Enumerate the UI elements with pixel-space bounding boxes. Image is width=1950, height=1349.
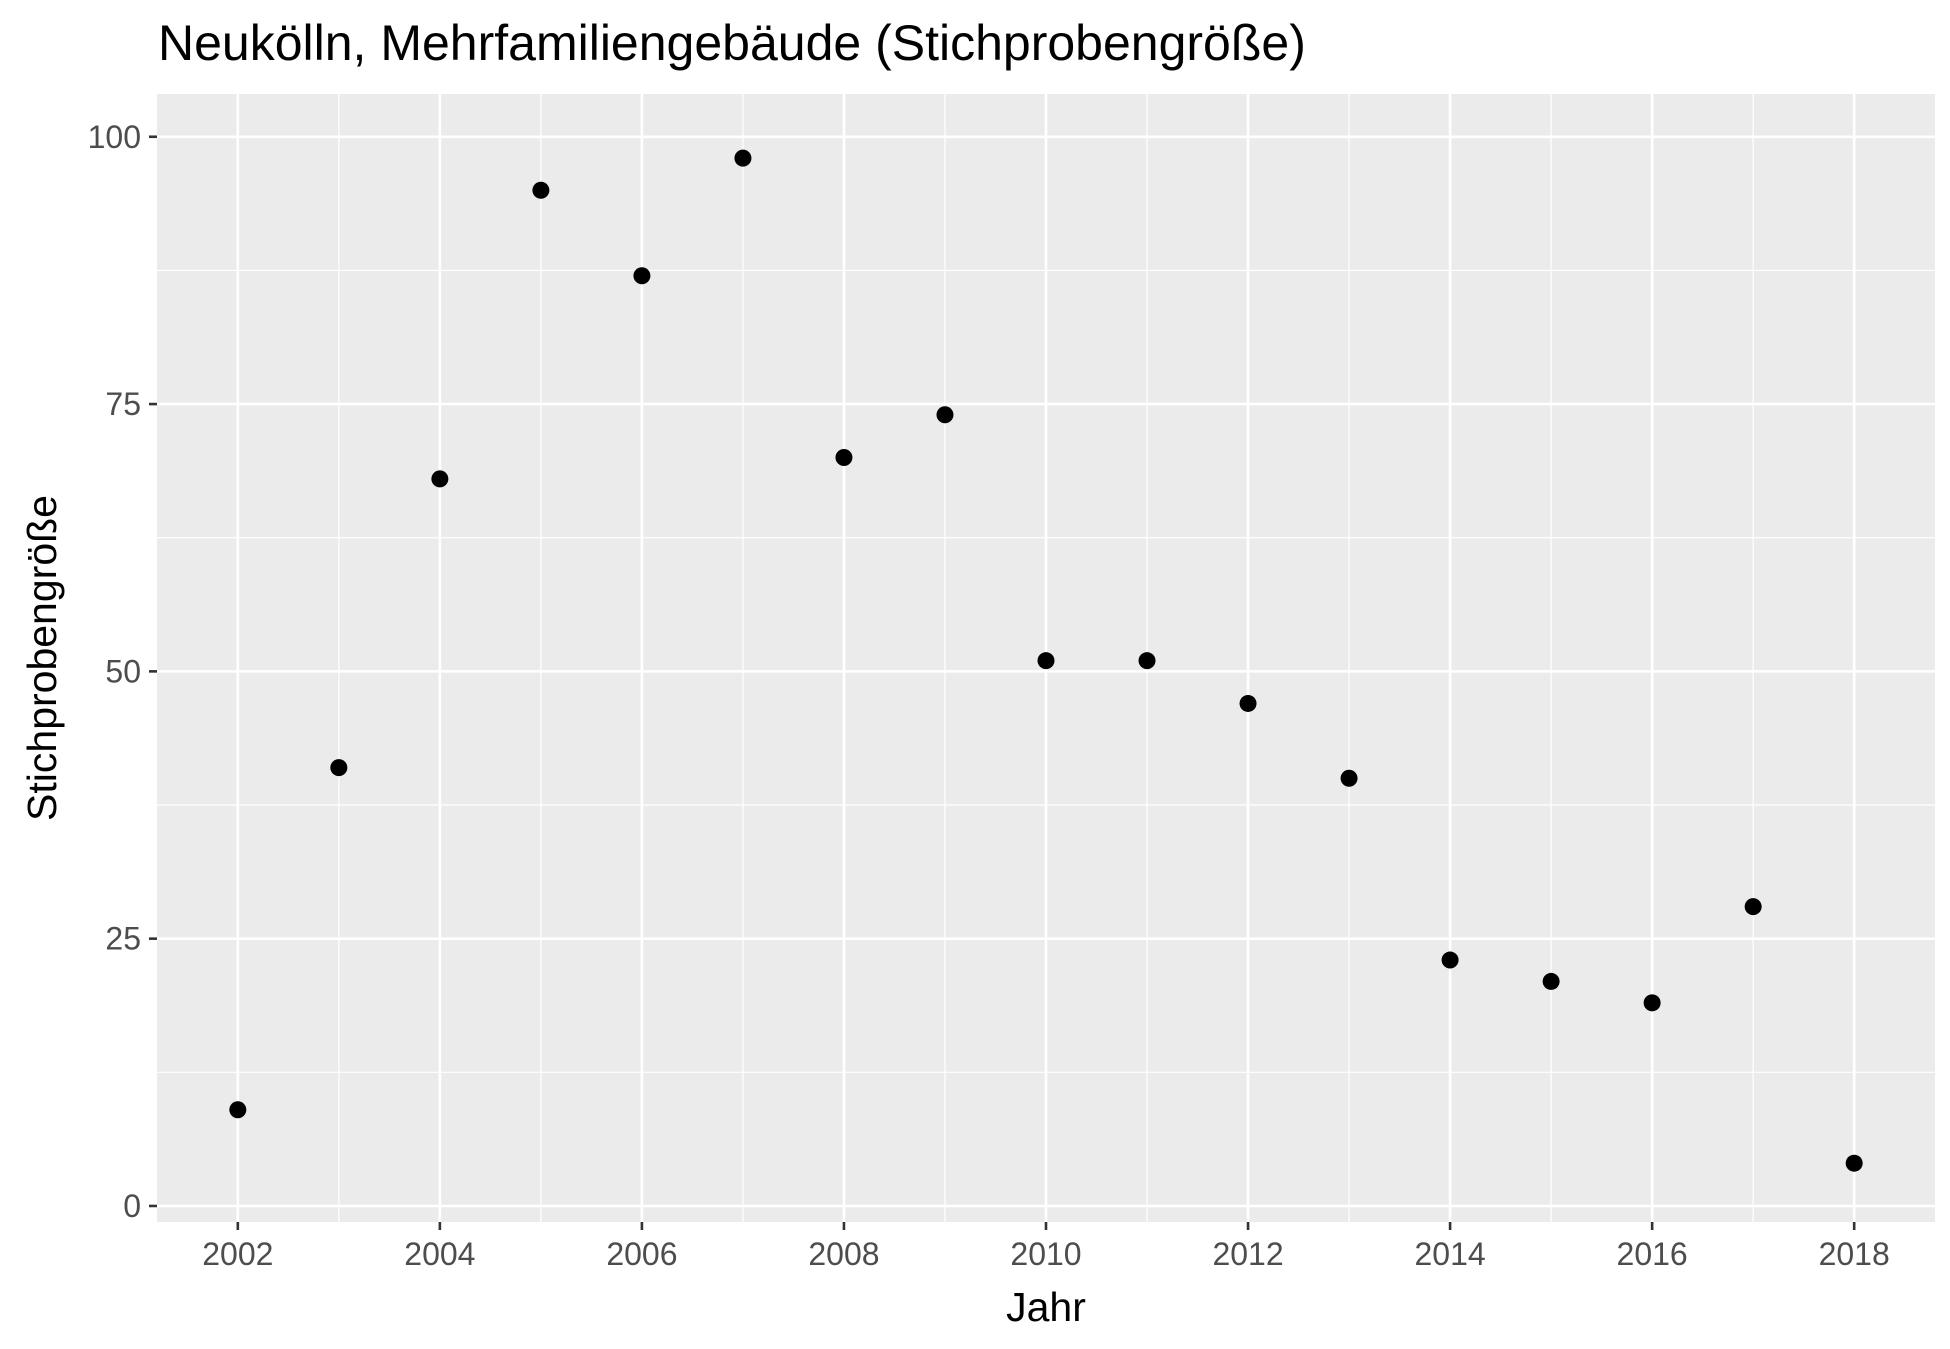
x-tick-label: 2006	[606, 1236, 677, 1272]
x-tick-label: 2008	[808, 1236, 879, 1272]
data-point	[633, 267, 651, 285]
x-tick-label: 2018	[1819, 1236, 1890, 1272]
data-point	[936, 406, 954, 424]
x-tick-label: 2010	[1010, 1236, 1081, 1272]
data-point	[1239, 694, 1257, 712]
y-axis: 0 25 50 75 100	[88, 119, 157, 1224]
x-axis: 2002 2004 2006 2008 2010 2012 2014 2016 2018	[202, 1222, 1890, 1272]
y-tick-label: 25	[105, 921, 141, 957]
y-tick-label: 100	[88, 119, 141, 155]
chart-title: Neukölln, Mehrfamiliengebäude (Stichprob…	[158, 15, 1306, 71]
data-point	[1441, 951, 1459, 969]
data-point	[532, 181, 550, 199]
x-tick-label: 2012	[1212, 1236, 1283, 1272]
y-tick-label: 50	[105, 653, 141, 689]
data-point	[229, 1101, 247, 1119]
major-gridlines	[157, 94, 1935, 1222]
y-tick-label: 75	[105, 386, 141, 422]
data-point	[1744, 898, 1762, 916]
data-point	[1037, 652, 1055, 670]
data-point	[1643, 994, 1661, 1012]
data-point	[1845, 1154, 1863, 1172]
data-point	[431, 470, 449, 488]
y-axis-title: Stichprobengröße	[19, 495, 65, 821]
x-tick-label: 2014	[1414, 1236, 1485, 1272]
data-point	[1340, 769, 1358, 787]
data-point	[1138, 652, 1156, 670]
x-axis-title: Jahr	[1006, 1284, 1086, 1330]
y-tick-label: 0	[123, 1188, 141, 1224]
data-point	[734, 149, 752, 167]
x-tick-label: 2004	[404, 1236, 475, 1272]
data-points	[229, 149, 1863, 1172]
data-point	[1542, 972, 1560, 990]
x-tick-label: 2016	[1617, 1236, 1688, 1272]
data-point	[330, 759, 348, 777]
data-point	[835, 449, 853, 467]
x-tick-label: 2002	[202, 1236, 273, 1272]
